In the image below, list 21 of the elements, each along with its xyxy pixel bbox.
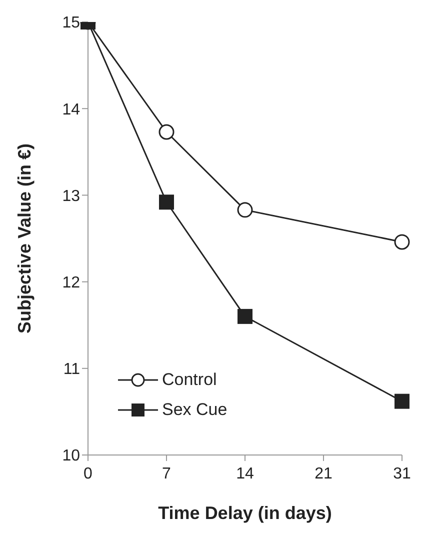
point <box>237 202 253 218</box>
y-tick-label: 14 <box>62 101 80 118</box>
x-tick-label: 7 <box>162 465 172 482</box>
y-tick-label: 10 <box>62 448 80 465</box>
y-tick-label: 11 <box>63 361 80 378</box>
x-tick-label: 31 <box>393 465 411 482</box>
y-tick-label: 13 <box>62 188 80 205</box>
x-tick-label: 21 <box>314 465 332 482</box>
x-tick-label: 14 <box>236 465 254 482</box>
point <box>394 234 410 250</box>
x-axis-title: Time Delay (in days) <box>158 503 332 523</box>
y-tick-label: 12 <box>62 274 80 292</box>
legend-label: Control <box>162 370 217 390</box>
x-tick-label: 0 <box>84 465 93 482</box>
point <box>159 194 174 210</box>
point <box>394 394 410 409</box>
point <box>238 308 252 324</box>
point <box>158 124 174 140</box>
legend-label: Sex Cue <box>162 400 228 420</box>
y-tick-label: 15 <box>62 14 80 32</box>
y-axis-title: Subjective Value (in €) <box>14 143 34 334</box>
